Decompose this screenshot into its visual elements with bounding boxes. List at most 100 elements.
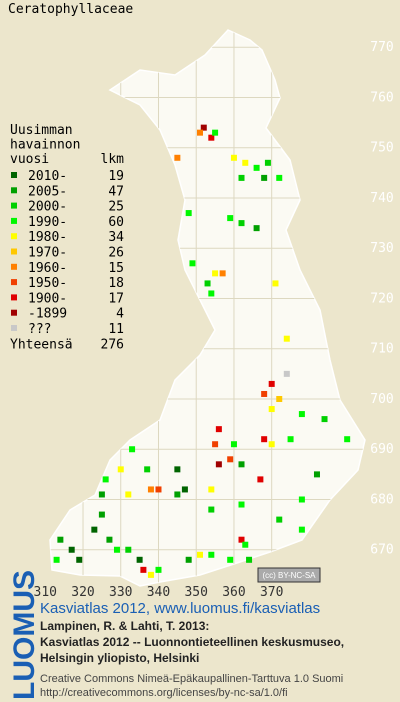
legend-label: 2005- xyxy=(28,184,67,199)
legend-swatch xyxy=(11,187,17,194)
x-tick-label: 350 xyxy=(184,585,207,600)
y-tick-label: 690 xyxy=(370,442,393,457)
legend-label: 1970- xyxy=(28,246,67,261)
occurrence-square xyxy=(268,380,275,387)
occurrence-square xyxy=(238,174,245,181)
occurrence-square xyxy=(197,551,203,558)
legend-swatch xyxy=(11,217,17,224)
y-tick-label: 750 xyxy=(370,141,393,156)
occurrence-square xyxy=(208,134,215,141)
occurrence-square xyxy=(268,441,275,448)
footer-link: Kasviatlas 2012, www.luomus.fi/kasviatla… xyxy=(40,600,320,617)
occurrence-square xyxy=(298,496,305,503)
legend-count: 4 xyxy=(116,307,124,322)
occurrence-square xyxy=(253,225,260,232)
legend-label: 1950- xyxy=(28,276,67,291)
occurrence-square xyxy=(174,491,181,498)
occurrence-square xyxy=(268,406,275,413)
occurrence-square xyxy=(200,124,207,131)
occurrence-square xyxy=(102,476,109,483)
occurrence-square xyxy=(276,395,283,402)
occurrence-square xyxy=(208,506,215,513)
legend-swatch xyxy=(11,325,17,331)
occurrence-square xyxy=(242,541,249,548)
legend-swatch xyxy=(11,233,17,240)
y-tick-label: 670 xyxy=(370,543,393,558)
occurrence-square xyxy=(238,536,245,543)
legend-swatch xyxy=(11,172,17,178)
occurrence-square xyxy=(174,154,181,161)
occurrence-square xyxy=(283,370,290,377)
x-tick-label: 310 xyxy=(34,585,57,600)
legend-count: 18 xyxy=(108,276,124,291)
license: Creative Commons Nimeä-Epäkaupallinen-Ta… xyxy=(40,673,343,685)
occurrence-square xyxy=(208,290,215,297)
occurrence-square xyxy=(144,466,151,473)
occurrence-square xyxy=(276,516,283,523)
y-tick-label: 720 xyxy=(370,291,393,306)
occurrence-square xyxy=(147,486,154,493)
legend-label: 2000- xyxy=(28,200,67,215)
occurrence-square xyxy=(227,556,234,563)
occurrence-square xyxy=(185,210,192,217)
occurrence-square xyxy=(321,416,328,423)
legend-count: 11 xyxy=(108,322,124,337)
legend-swatch xyxy=(11,309,17,316)
occurrence-square xyxy=(125,491,132,498)
legend-count: 17 xyxy=(108,291,124,306)
occurrence-square xyxy=(215,426,222,433)
occurrence-square xyxy=(276,174,283,181)
legend-swatch xyxy=(11,202,17,209)
occurrence-square xyxy=(219,270,226,277)
x-tick-label: 370 xyxy=(260,585,283,600)
occurrence-square xyxy=(98,491,105,498)
occurrence-square xyxy=(129,446,136,453)
total-count: 276 xyxy=(101,337,124,352)
occurrence-square xyxy=(98,511,105,518)
occurrence-square xyxy=(76,556,83,563)
legend-label: 1900- xyxy=(28,291,67,306)
occurrence-square xyxy=(189,260,196,267)
y-tick-label: 740 xyxy=(370,191,393,206)
occurrence-square xyxy=(140,566,147,573)
occurrence-square xyxy=(212,441,219,448)
occurrence-square xyxy=(106,536,113,543)
total-label: Yhteensä xyxy=(10,337,73,352)
occurrence-square xyxy=(227,456,234,463)
y-tick-label: 710 xyxy=(370,342,393,357)
citation: Helsingin yliopisto, Helsinki xyxy=(40,651,199,665)
occurrence-square xyxy=(298,411,305,418)
y-tick-label: 730 xyxy=(370,241,393,256)
legend-heading: vuosi xyxy=(10,152,49,167)
legend-label: 1990- xyxy=(28,215,67,230)
occurrence-square xyxy=(230,441,237,448)
occurrence-square xyxy=(208,551,215,558)
x-tick-label: 320 xyxy=(71,585,94,600)
x-tick-label: 330 xyxy=(109,585,132,600)
occurrence-square xyxy=(185,556,192,563)
occurrence-square xyxy=(215,461,222,468)
occurrence-square xyxy=(147,571,154,578)
occurrence-square xyxy=(197,129,203,136)
occurrence-square xyxy=(155,566,162,573)
citation: Kasviatlas 2012 -- Luonnontieteellinen k… xyxy=(40,635,344,649)
legend-label: 1980- xyxy=(28,230,67,245)
occurrence-square xyxy=(283,335,290,342)
occurrence-square xyxy=(238,501,245,508)
occurrence-square xyxy=(261,174,268,181)
occurrence-square xyxy=(212,129,219,136)
occurrence-square xyxy=(242,159,249,166)
legend-label: 1960- xyxy=(28,261,67,276)
y-tick-label: 760 xyxy=(370,90,393,105)
occurrence-square xyxy=(125,546,132,553)
occurrence-square xyxy=(261,390,268,397)
legend-count: 26 xyxy=(108,246,124,261)
occurrence-square xyxy=(155,486,162,493)
occurrence-square xyxy=(117,466,124,473)
tick-labels: 310 320 330 340 350 360 370 670 680 690 700 710 720 7… xyxy=(34,40,394,600)
occurrence-square xyxy=(246,556,253,563)
y-tick-label: 770 xyxy=(370,40,393,55)
occurrence-square xyxy=(174,466,181,473)
